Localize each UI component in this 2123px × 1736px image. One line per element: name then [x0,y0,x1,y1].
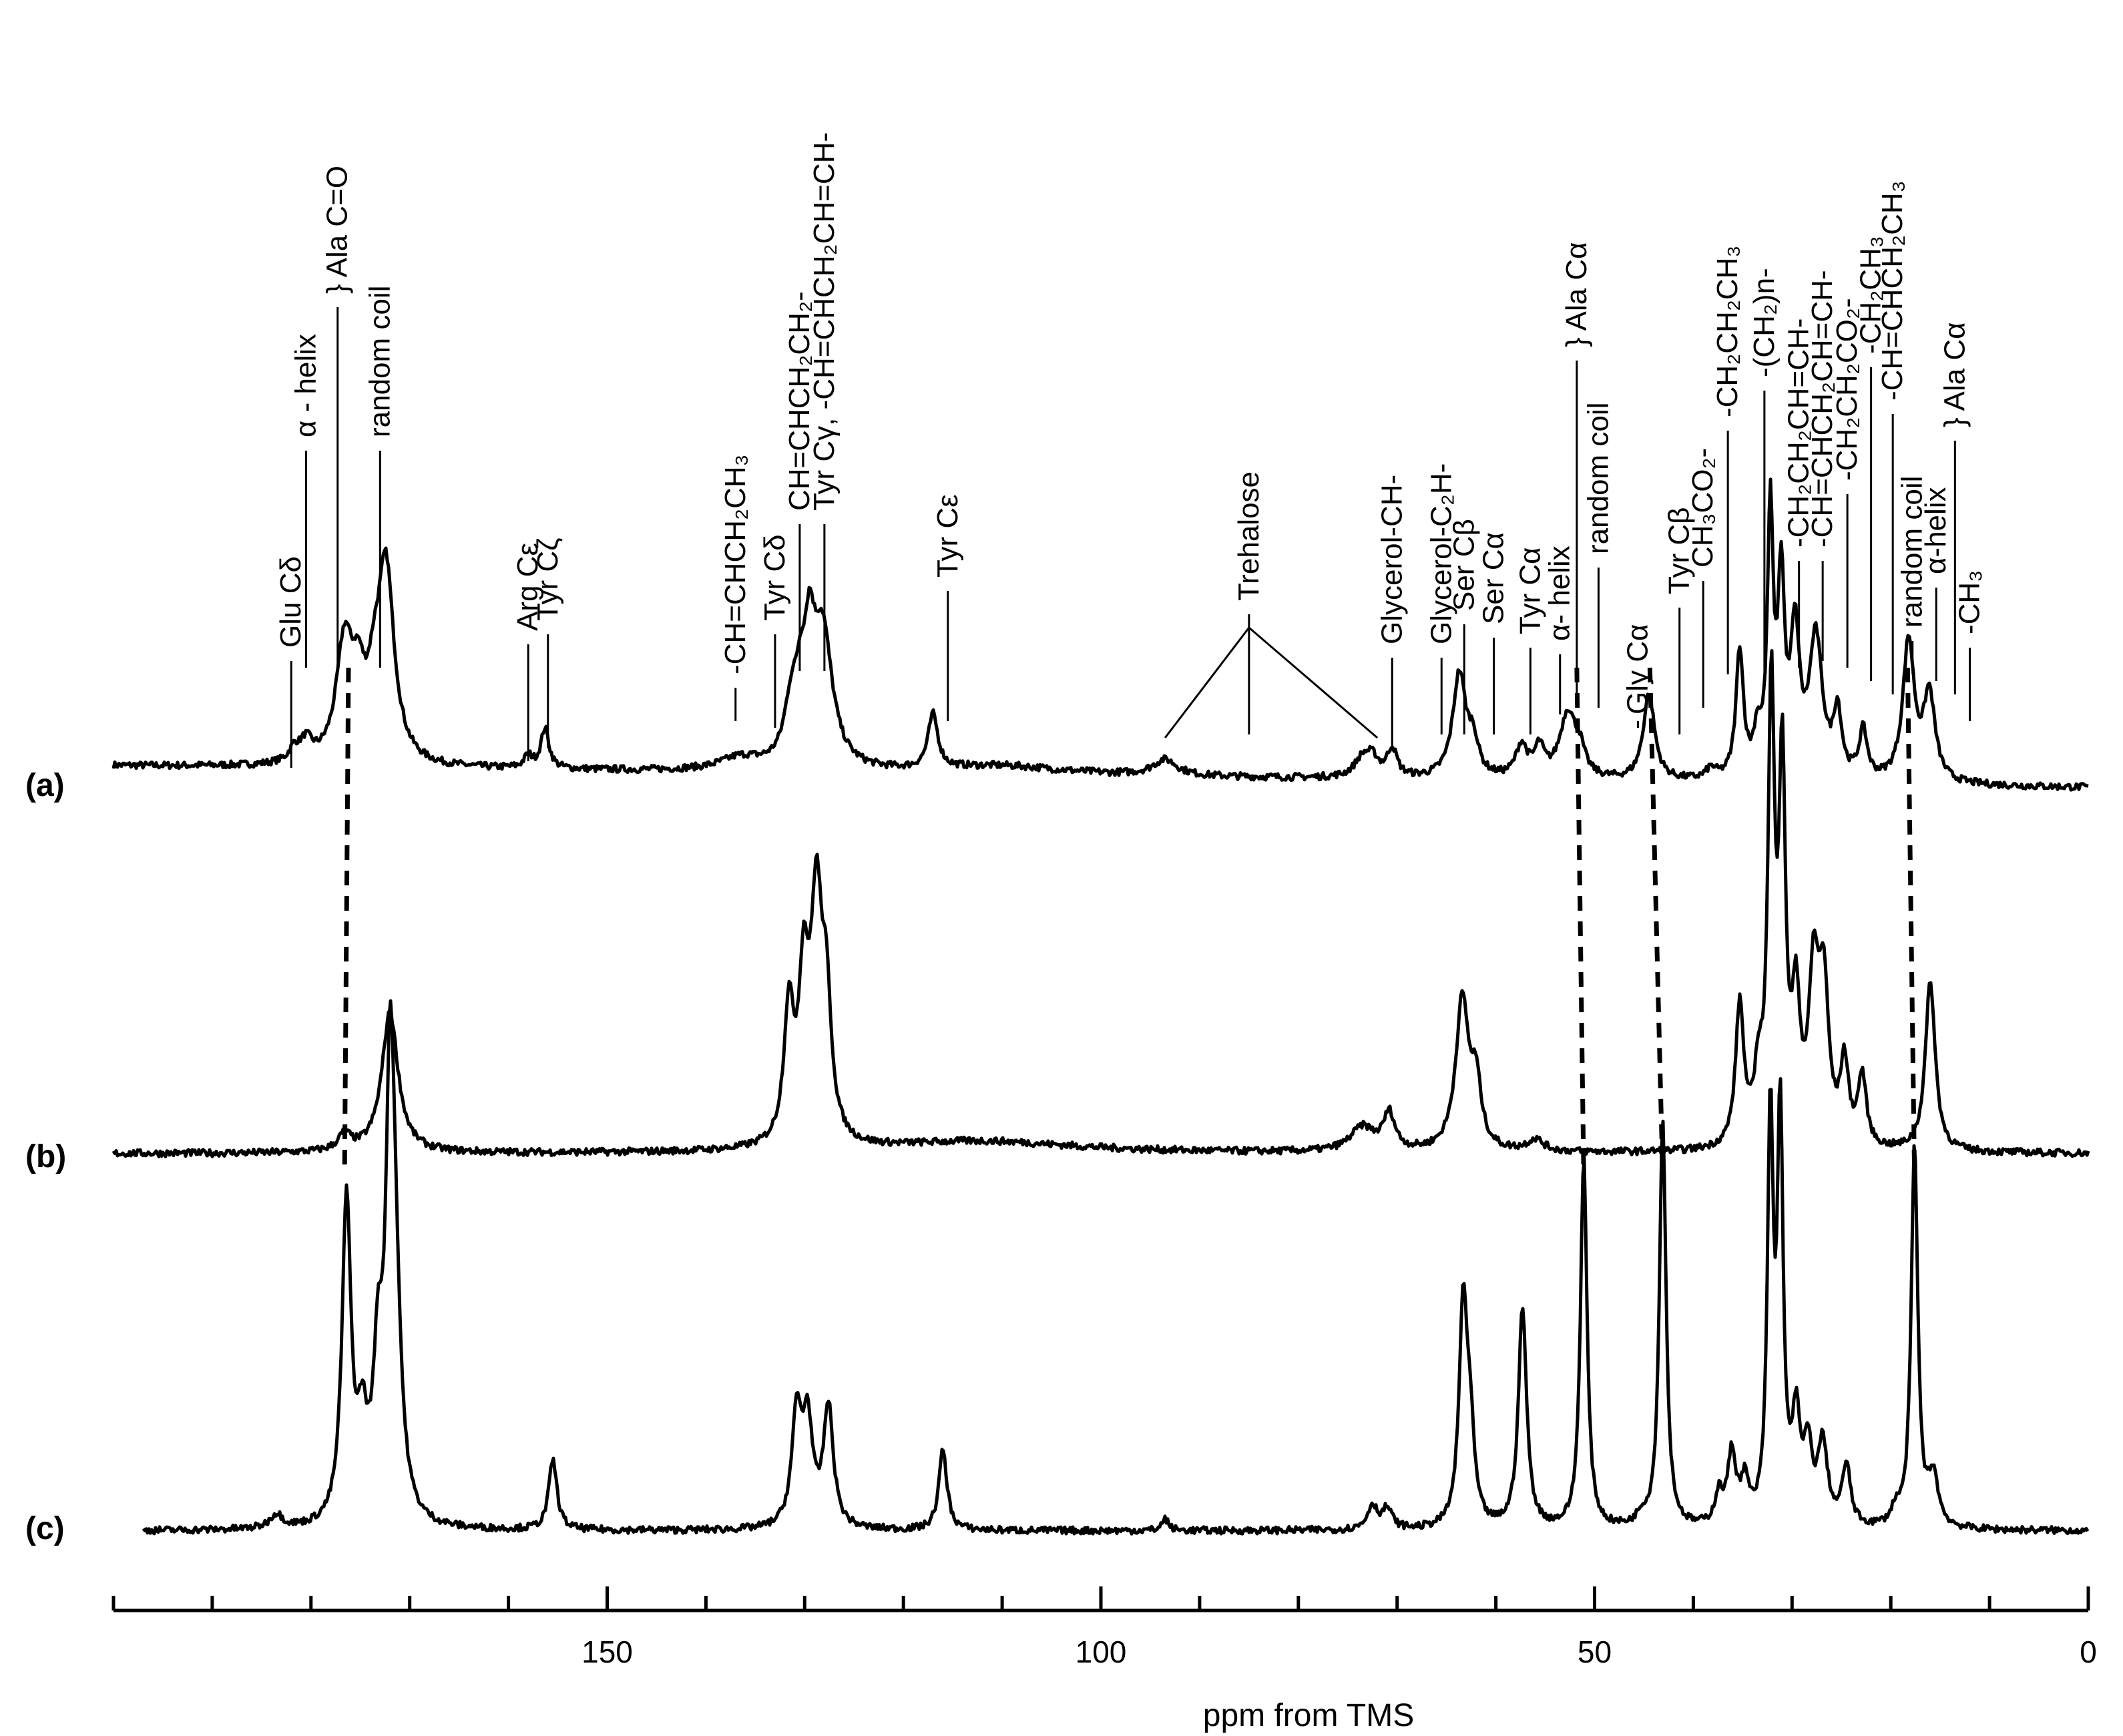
peak-annotation: Gly Cα [1622,624,1654,714]
peak-annotation: } Ala Cα [1938,322,1971,427]
annotation-leaders [290,307,1971,768]
peak-annotation: } Ala C=O [321,166,354,294]
peak-annotation: } Ala Cα [1560,242,1593,347]
x-tick-label: 50 [1578,1635,1612,1669]
peak-annotation: -CH₂CH₃ [1855,236,1887,354]
correlation-line-1 [342,667,351,1176]
spectrum-labels: (a) (b) (c) [25,768,66,1546]
peak-annotation: Tyr Cβ [1663,507,1696,594]
spectrum-label-2: (b) [25,1139,66,1174]
peak-annotation: Trehalose [1232,471,1265,601]
trehalose-leader-1 [1164,627,1250,738]
x-tick-label: 0 [2080,1635,2097,1669]
peak-annotation: Tyr Cε [931,494,964,578]
trehalose-leader-2 [1248,626,1379,739]
peak-annotation: random coil [363,286,396,437]
peak-annotation: -CH₂CH₂CO₂- [1831,298,1863,481]
spectrum-traces [111,477,2090,1536]
peak-annotation: Arg Cε [511,543,544,631]
peak-annotation: -CH₂CH₂CH₃ [1711,246,1744,417]
x-axis: 150 100 50 0 ppm from TMS [111,1586,2097,1733]
peak-annotation: random coil [1582,403,1614,554]
peak-annotation: Tyr Cζ [531,537,564,621]
x-axis-label: ppm from TMS [1203,1698,1415,1733]
spectrum-trace-2 [111,649,2090,1158]
peak-annotation: Glu Cδ [274,556,307,648]
peak-annotation: α-helix [1919,487,1952,574]
spectrum-trace-3 [142,999,2090,1536]
peak-annotation: Ser Cα [1477,532,1510,624]
peak-annotation: Tyr Cα [1513,547,1546,634]
peak-annotation: -CH₂CH₂CH=CH- [1783,318,1815,548]
peak-annotation: -CH=CHCH₂CH₃ [1876,180,1909,401]
peak-annotation: CH₃CO₂- [1686,448,1719,568]
correlation-lines [342,667,1917,1176]
x-axis-ticks: 150 100 50 0 [111,1586,2097,1669]
correlation-line-3 [1647,667,1666,1176]
peak-annotation: -CH=CHCH₂CH₃ [719,454,752,674]
peak-annotation: Glycerol-C₂H- [1425,463,1457,644]
peak-annotation: α- helix [1544,546,1576,641]
peak-annotation: Tyr Cδ [758,534,791,621]
peak-annotation: -CH₃ [1953,570,1986,634]
correlation-line-4 [1905,667,1917,1176]
peak-annotations: Glu Cδ α - helix } Ala C=O random coil Arg C… [274,132,1985,714]
x-tick-label: 100 [1076,1635,1127,1669]
peak-annotation: CH=CHCH₂CH₂- [783,291,816,511]
peak-annotation: -CH=CHCH₂CH=CH- [1806,270,1839,548]
peak-annotation: Tyr Cγ, -CH=CHCH₂CH=CH- [808,132,841,511]
peak-annotation: Glycerol-CH- [1375,475,1408,644]
spectrum-label-3: (c) [25,1511,65,1546]
spectrum-trace-1 [111,477,2089,792]
x-tick-label: 150 [581,1635,633,1669]
correlation-line-2 [1574,667,1586,1176]
peak-annotation: random coil [1896,476,1929,628]
peak-annotation: Ser Cβ [1447,519,1480,611]
peak-annotation: -(CH₂)n- [1748,268,1781,377]
peak-annotation: α - helix [289,334,322,437]
spectrum-label-1: (a) [25,768,65,803]
